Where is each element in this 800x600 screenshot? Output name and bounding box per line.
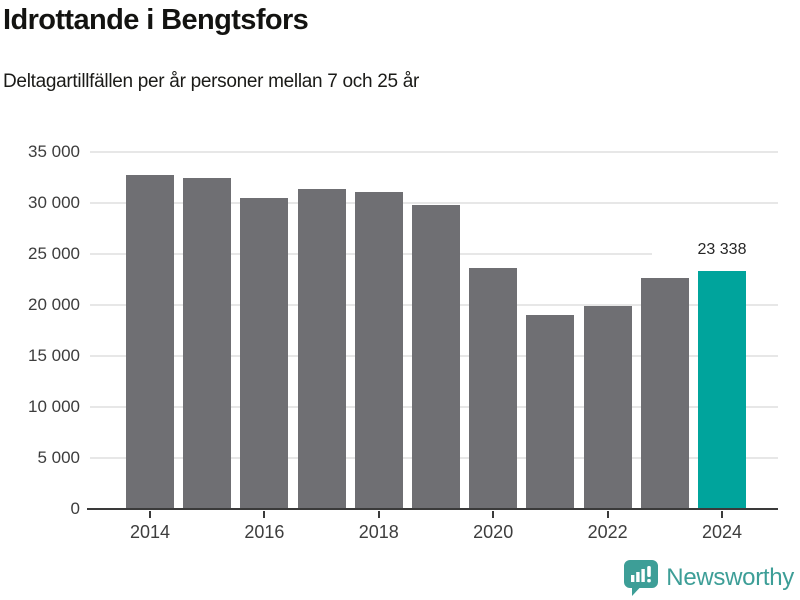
x-axis-tick [492, 511, 495, 518]
x-axis-tick [721, 511, 723, 518]
brand-footer: Newsworthy [624, 560, 794, 596]
y-axis-label: 25 000 [28, 244, 80, 263]
x-axis-tick [606, 511, 609, 518]
bar-2014 [126, 175, 174, 509]
x-axis-label: 2020 [473, 522, 514, 542]
plot-area: 0 5 000 10 000 15 000 20 000 25 000 30 000 35 0… [28, 142, 792, 542]
bar-2023 [640, 278, 689, 509]
newsworthy-logo-icon [624, 560, 659, 596]
y-axis-label: 15 000 [28, 346, 80, 365]
x-axis-label: 2014 [129, 522, 171, 542]
bar-2022 [583, 306, 632, 509]
bar-2018 [354, 192, 403, 509]
bar-value-label: 23 338 [652, 240, 792, 259]
x-axis-tick [263, 511, 266, 518]
y-axis-label: 35 000 [28, 142, 80, 161]
y-axis-label: 30 000 [28, 193, 80, 212]
bar-2019 [412, 204, 460, 509]
bar-2016 [240, 197, 289, 509]
x-axis-label: 2024 [701, 522, 743, 542]
bar-2021 [526, 314, 575, 509]
y-axis-label: 20 000 [28, 295, 80, 314]
y-axis-label: 5 000 [37, 448, 80, 467]
x-axis-label: 2018 [358, 522, 399, 542]
x-axis-label: 2022 [587, 522, 628, 542]
x-axis-tick [377, 511, 380, 518]
brand-name: Newsworthy [666, 564, 794, 591]
gridline [90, 151, 778, 153]
bar-2024 [698, 270, 746, 509]
y-axis-label: 0 [70, 499, 80, 518]
x-axis-label: 2016 [244, 522, 285, 542]
page-title: Idrottande i Bengtsfors [3, 4, 309, 36]
y-axis-label: 10 000 [28, 397, 80, 416]
x-axis-line [87, 508, 778, 510]
bar-2017 [297, 189, 346, 509]
x-axis-tick [149, 511, 151, 518]
bar-2015 [183, 177, 232, 509]
bar-2020 [469, 267, 518, 509]
chart-subtitle: Deltagartillfällen per år personer mella… [3, 71, 420, 92]
gridline [90, 202, 778, 204]
